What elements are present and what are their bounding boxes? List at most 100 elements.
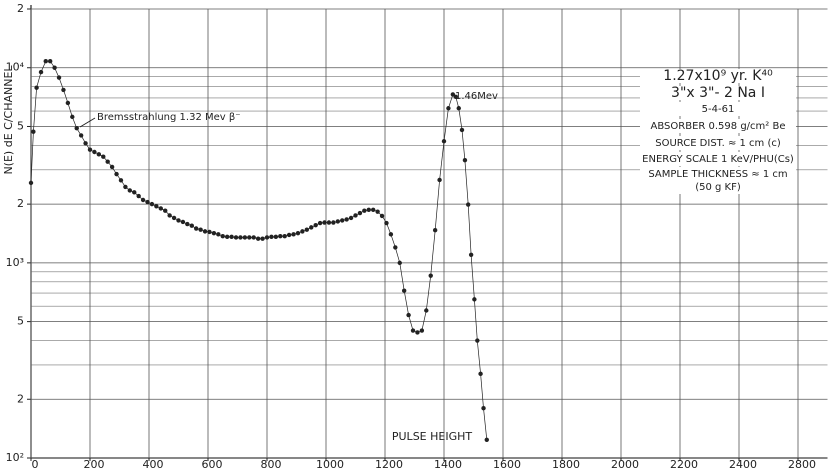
data-point <box>52 65 57 70</box>
data-point <box>211 230 217 236</box>
data-point <box>189 223 194 228</box>
data-point <box>136 193 141 199</box>
x-tick-label: 200 <box>84 458 105 471</box>
data-point <box>446 106 451 111</box>
data-point <box>456 106 461 111</box>
data-point <box>65 100 71 106</box>
data-point <box>185 221 190 227</box>
data-point <box>260 236 265 241</box>
y-tick-label: 10² <box>6 451 24 464</box>
data-point <box>264 235 270 240</box>
annotation: 1.46Mev <box>455 91 498 102</box>
data-point <box>78 133 84 138</box>
data-point <box>484 437 489 442</box>
data-point <box>291 232 296 237</box>
x-tick-label: 1800 <box>552 458 580 471</box>
data-point <box>38 69 44 75</box>
data-point <box>180 219 186 225</box>
data-point <box>410 328 416 333</box>
info-line: ENERGY SCALE 1 KeV/PHU(Cs) <box>642 154 794 165</box>
info-line: 3"x 3"- 2 Na I <box>671 85 765 101</box>
data-point <box>176 218 181 223</box>
x-tick-label: 1200 <box>375 458 403 471</box>
y-tick-label: 10⁴ <box>6 61 25 74</box>
data-point <box>269 234 274 240</box>
info-backdrop <box>640 119 796 133</box>
data-point <box>220 233 225 239</box>
data-point <box>322 220 327 225</box>
info-backdrop <box>640 167 796 181</box>
data-point <box>109 164 115 170</box>
data-point <box>432 228 438 233</box>
info-backdrop <box>640 152 796 166</box>
data-point <box>216 232 221 237</box>
info-line: 5-4-61 <box>702 104 735 115</box>
data-point <box>397 260 402 266</box>
data-point <box>140 197 146 203</box>
data-point <box>415 330 420 335</box>
data-point <box>478 371 483 377</box>
x-tick-label: 800 <box>261 458 282 471</box>
data-point <box>105 159 110 164</box>
data-point <box>282 233 287 239</box>
data-point <box>481 405 486 411</box>
data-point <box>401 288 407 293</box>
data-point <box>273 234 279 240</box>
data-point <box>238 235 243 240</box>
data-point <box>326 220 332 225</box>
data-point <box>428 273 433 278</box>
x-tick-label: 1000 <box>316 458 344 471</box>
data-point <box>388 232 394 237</box>
data-point <box>366 207 371 213</box>
annotation: Bremsstrahlung 1.32 Mev β⁻ <box>97 112 241 123</box>
data-point <box>251 235 256 240</box>
data-point <box>224 234 230 240</box>
x-tick-label: 2400 <box>729 458 757 471</box>
data-point <box>441 139 447 144</box>
data-point <box>132 190 137 195</box>
info-line: SOURCE DIST. ≈ 1 cm (c) <box>655 138 781 149</box>
info-line: SAMPLE THICKNESS ≈ 1 cm <box>648 169 787 180</box>
data-point <box>229 234 234 240</box>
data-point <box>462 157 468 163</box>
data-point <box>242 235 248 240</box>
data-point <box>357 210 363 216</box>
data-point <box>304 227 310 232</box>
data-point <box>202 229 208 234</box>
info-backdrop <box>640 136 796 150</box>
data-point <box>348 215 354 221</box>
data-point <box>453 94 458 99</box>
data-point <box>309 225 314 230</box>
data-point <box>149 201 155 207</box>
x-tick-label: 0 <box>32 458 39 471</box>
data-point <box>362 208 367 213</box>
data-point <box>233 235 239 240</box>
x-axis-label: PULSE HEIGHT <box>392 430 473 443</box>
data-point <box>255 236 261 241</box>
data-point <box>300 229 305 234</box>
data-point <box>278 233 283 239</box>
info-line: (50 g KF) <box>695 182 741 193</box>
data-point <box>171 215 177 221</box>
x-tick-label: 600 <box>202 458 223 471</box>
info-line: ABSORBER 0.598 g/cm² Be <box>651 121 786 132</box>
data-point <box>313 222 318 228</box>
x-tick-label: 1400 <box>434 458 462 471</box>
data-point <box>331 220 336 225</box>
data-point <box>450 92 456 97</box>
data-point <box>198 227 203 232</box>
data-point <box>468 252 474 257</box>
data-point <box>118 178 124 183</box>
info-backdrop <box>640 102 796 116</box>
y-tick-label: 2 <box>17 2 24 15</box>
data-point <box>340 218 345 223</box>
data-point <box>317 220 323 226</box>
data-point <box>437 177 442 183</box>
data-point <box>34 85 39 90</box>
data-point <box>47 59 53 64</box>
data-point <box>127 188 133 193</box>
data-point <box>379 213 385 219</box>
data-point <box>344 217 349 222</box>
y-tick-label: 2 <box>17 392 24 405</box>
